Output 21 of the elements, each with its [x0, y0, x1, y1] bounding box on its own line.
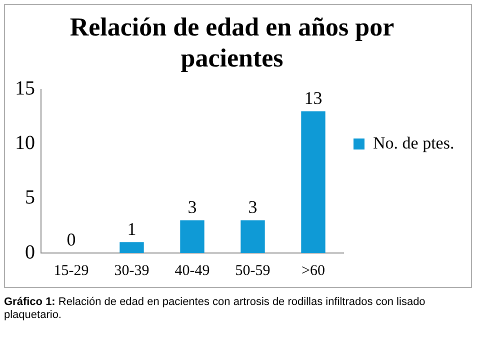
data-label: 3 [188, 197, 197, 218]
y-tick-label: 10 [15, 132, 35, 154]
bar [120, 242, 144, 253]
data-label: 3 [248, 197, 258, 218]
x-tick-label: 50-59 [235, 262, 270, 279]
x-tick-label: >60 [302, 262, 325, 279]
y-tick-label: 0 [25, 241, 35, 264]
chart-title: Relación de edad en años por pacientes [70, 12, 394, 73]
data-label: 13 [304, 88, 322, 108]
bar [180, 220, 204, 253]
data-label: 1 [127, 218, 136, 239]
y-tick-label: 15 [15, 78, 35, 100]
legend-label: No. de ptes. [373, 133, 454, 152]
bar [240, 220, 265, 253]
x-tick-label: 30-39 [114, 262, 150, 279]
x-tick-label: 15-29 [54, 262, 89, 279]
text: Gráfico 1: Relación de edad en pacientes con artrosis de rodillas infiltrados con lisado plaquetario. [4, 296, 426, 322]
x-tick-label: 40-49 [174, 262, 210, 279]
data-label: 0 [66, 230, 76, 250]
bar [301, 111, 326, 253]
y-tick-label: 5 [25, 186, 35, 209]
